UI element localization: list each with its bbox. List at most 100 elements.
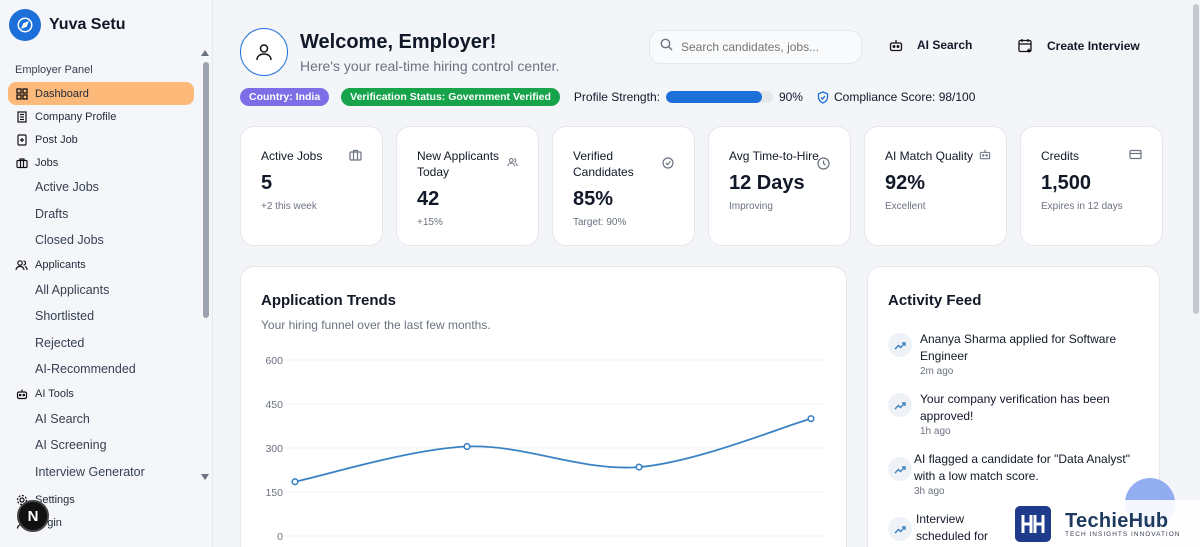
- sidebar-subitem-rejected[interactable]: Rejected: [35, 335, 85, 350]
- sidebar-subitem-ai-recommended[interactable]: AI-Recommended: [35, 362, 136, 377]
- stat-card-ai-match-quality[interactable]: AI Match Quality 92% Excellent: [864, 126, 1007, 246]
- application-trends-chart: 600 450 300 150 0: [265, 355, 825, 543]
- sidebar-subitem-drafts[interactable]: Drafts: [35, 206, 69, 221]
- sidebar-item-label: Post Job: [35, 133, 78, 146]
- sidebar-item-label: Company Profile: [35, 110, 117, 123]
- sidebar-section-label: Employer Panel: [15, 64, 93, 76]
- sidebar-item-jobs[interactable]: Jobs: [8, 151, 194, 174]
- search-bar[interactable]: [649, 30, 862, 64]
- stat-card-credits[interactable]: Credits 1,500 Expires in 12 days: [1020, 126, 1163, 246]
- sidebar-subitem-all-applicants[interactable]: All Applicants: [35, 282, 110, 297]
- chart-title: Application Trends: [261, 292, 397, 309]
- briefcase-icon: [349, 149, 362, 161]
- sidebar-item-ai-tools[interactable]: AI Tools: [8, 383, 194, 406]
- stat-card-label: New Applicants Today: [417, 149, 500, 179]
- gear-icon: [15, 493, 28, 506]
- profile-strength-label: Profile Strength:: [573, 90, 660, 104]
- stat-card-new-applicants[interactable]: New Applicants Today 42 +15%: [396, 126, 539, 246]
- sidebar-item-company-profile[interactable]: Company Profile: [8, 105, 194, 128]
- stat-card-label: Active Jobs: [261, 149, 323, 163]
- sidebar-item-settings[interactable]: Settings: [8, 488, 194, 511]
- profile-strength-bar: [665, 91, 773, 103]
- stat-card-sub: Improving: [729, 201, 773, 212]
- feed-item[interactable]: Your company verification has been appro…: [888, 391, 1150, 437]
- stat-card-time-to-hire[interactable]: Avg Time-to-Hire 12 Days Improving: [708, 126, 851, 246]
- users-icon: [507, 157, 518, 167]
- stat-card-active-jobs[interactable]: Active Jobs 5 +2 this week: [240, 126, 383, 246]
- profile-strength-fill: [665, 91, 763, 103]
- stat-card-sub: Target: 90%: [573, 217, 627, 228]
- stat-card-verified-candidates[interactable]: Verified Candidates 85% Target: 90%: [552, 126, 695, 246]
- stat-card-sub: +15%: [417, 217, 443, 228]
- sidebar-scrollbar[interactable]: [203, 62, 209, 318]
- sidebar-item-label: Dashboard: [35, 87, 89, 100]
- stat-card-label: Avg Time-to-Hire: [729, 149, 819, 163]
- bot-icon: [889, 39, 903, 52]
- feed-item-text: Interview scheduled for tomorrow.: [916, 512, 989, 547]
- sidebar-item-label: AI Tools: [35, 388, 74, 400]
- data-point[interactable]: [291, 478, 299, 486]
- stat-card-value: 12 Days: [729, 172, 805, 194]
- stat-card-label: AI Match Quality: [885, 149, 974, 163]
- stat-card-value: 42: [417, 188, 440, 210]
- sidebar-subitem-active-jobs[interactable]: Active Jobs: [35, 180, 99, 195]
- data-point[interactable]: [463, 442, 471, 451]
- feed-item[interactable]: AI flagged a candidate for "Data Analyst…: [888, 451, 1144, 497]
- scroll-down-arrow[interactable]: [201, 474, 209, 480]
- feed-title: Activity Feed: [888, 292, 982, 309]
- country-badge: Country: India: [240, 88, 330, 106]
- page-scrollbar[interactable]: [1193, 4, 1199, 314]
- scroll-up-arrow[interactable]: [201, 50, 209, 56]
- sidebar-item-applicants[interactable]: Applicants: [8, 254, 194, 277]
- sidebar-subitem-interview-generator[interactable]: Interview Generator: [35, 464, 145, 479]
- stat-card-sub: Expires in 12 days: [1041, 201, 1123, 212]
- data-point[interactable]: [807, 415, 815, 423]
- watermark-tagline: TECH INSIGHTS INNOVATION: [1065, 530, 1181, 538]
- sidebar-item-label: Settings: [35, 493, 75, 506]
- stat-card-value: 5: [261, 172, 273, 194]
- application-trends-panel: Application Trends Your hiring funnel ov…: [240, 266, 847, 547]
- sidebar-subitem-ai-search[interactable]: AI Search: [35, 411, 90, 426]
- main-content: Welcome, Employer! Here's your real-time…: [213, 0, 1200, 547]
- verification-badge: Verification Status: Government Verified: [341, 88, 560, 106]
- sidebar-subitem-shortlisted[interactable]: Shortlisted: [35, 309, 95, 324]
- card-icon: [1129, 149, 1142, 160]
- feed-item-text: AI flagged a candidate for "Data Analyst…: [914, 452, 1130, 483]
- shield-icon: [817, 90, 829, 104]
- trending-up-icon: [888, 457, 912, 481]
- trending-up-icon: [888, 517, 912, 541]
- create-interview-button[interactable]: Create Interview: [1018, 38, 1140, 53]
- avatar[interactable]: [240, 28, 288, 76]
- sidebar: Yuva Setu Employer Panel Dashboard Compa…: [0, 0, 213, 547]
- y-tick-label: 600: [265, 355, 283, 367]
- search-input[interactable]: [681, 40, 851, 54]
- sidebar-item-label: Jobs: [35, 156, 59, 169]
- stat-card-label: Verified Candidates: [573, 149, 634, 179]
- feed-item[interactable]: Ananya Sharma applied for Software Engin…: [888, 331, 1150, 377]
- briefcase-icon: [15, 156, 28, 169]
- sidebar-item-dashboard[interactable]: Dashboard: [8, 82, 194, 105]
- techiehub-logo: [1015, 505, 1051, 542]
- brand[interactable]: Yuva Setu: [0, 0, 212, 50]
- sidebar-subitem-closed-jobs[interactable]: Closed Jobs: [35, 233, 104, 248]
- page-subtitle: Here's your real-time hiring control cen…: [300, 58, 560, 74]
- trending-up-icon: [888, 393, 912, 417]
- sidebar-item-label: Applicants: [35, 259, 86, 271]
- sidebar-subitem-ai-screening[interactable]: AI Screening: [35, 438, 107, 453]
- n-badge[interactable]: N: [17, 500, 49, 532]
- stat-card-label: Credits: [1041, 149, 1080, 163]
- sidebar-item-post-job[interactable]: Post Job: [8, 128, 194, 151]
- trending-up-icon: [888, 333, 912, 357]
- y-tick-label: 300: [265, 443, 283, 455]
- brand-name: Yuva Setu: [49, 16, 126, 33]
- stat-card-value: 92%: [885, 172, 926, 194]
- compliance-score: Compliance Score: 98/100: [817, 90, 975, 104]
- chart-description: Your hiring funnel over the last few mon…: [261, 318, 491, 332]
- feed-item[interactable]: Interview scheduled for tomorrow.: [888, 511, 1016, 547]
- bot-icon: [15, 388, 28, 401]
- check-circle-icon: [662, 157, 674, 169]
- feed-item-time: 2m ago: [920, 366, 954, 377]
- compliance-score-text: Compliance Score: 98/100: [833, 90, 976, 104]
- data-point[interactable]: [635, 463, 643, 471]
- ai-search-button[interactable]: AI Search: [889, 38, 972, 52]
